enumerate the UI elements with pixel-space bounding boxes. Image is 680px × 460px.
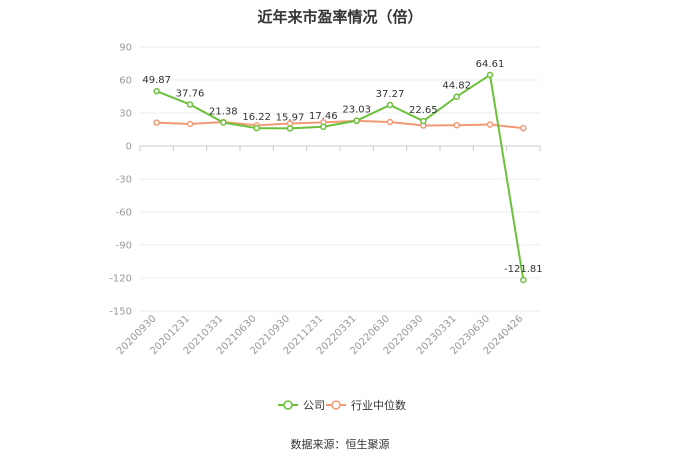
y-tick-label: -150 <box>109 307 132 318</box>
legend: 公司 行业中位数 <box>278 398 406 412</box>
data-source: 数据来源：恒生聚源 <box>290 438 390 451</box>
data-label: 64.61 <box>476 59 505 70</box>
y-tick-label: -60 <box>116 208 132 219</box>
data-label: 16.22 <box>242 112 271 123</box>
y-tick-label: 0 <box>126 142 132 153</box>
y-tick-label: 30 <box>119 109 132 120</box>
data-point <box>220 119 227 126</box>
data-point <box>486 121 494 128</box>
data-label: 17.46 <box>309 111 338 122</box>
data-point <box>186 101 194 108</box>
data-point <box>486 71 494 79</box>
data-point <box>386 118 394 126</box>
legend-swatch-marker <box>331 400 341 410</box>
legend-label[interactable]: 公司 <box>303 399 325 412</box>
data-label: 22.65 <box>409 105 438 116</box>
data-point <box>253 124 260 132</box>
y-tick-label: 90 <box>119 43 132 54</box>
series-line <box>156 119 524 130</box>
data-label: 37.76 <box>176 88 205 99</box>
y-tick-label: -90 <box>116 241 132 252</box>
data-label: 37.27 <box>376 89 405 100</box>
grid-lines <box>140 46 540 312</box>
data-point <box>453 121 460 129</box>
data-point <box>320 123 327 131</box>
data-point <box>186 120 194 128</box>
legend-swatch-marker <box>283 400 293 410</box>
data-point <box>153 87 160 95</box>
data-label: 44.82 <box>442 81 471 92</box>
y-tick-label: -120 <box>109 274 132 285</box>
y-axis-ticks: 90 60 30 0 -30 -60 -90 -120 -150 <box>109 43 132 318</box>
y-tick-label: -30 <box>116 175 132 186</box>
data-label: 23.03 <box>342 105 371 116</box>
data-label: -121.81 <box>504 264 543 275</box>
data-point <box>420 117 427 125</box>
data-point <box>353 117 360 124</box>
y-tick-label: 60 <box>119 76 132 87</box>
data-point <box>386 101 394 109</box>
data-label: 49.87 <box>142 75 171 86</box>
legend-label[interactable]: 行业中位数 <box>351 398 406 412</box>
chart-title: 近年来市盈率情况（倍） <box>257 8 423 26</box>
series-line <box>156 73 525 281</box>
data-point <box>286 125 294 132</box>
data-point <box>153 119 160 126</box>
data-labels: 49.87 37.76 21.38 16.22 15.97 17.46 23.03 37.27… <box>142 59 542 275</box>
series-lines <box>153 71 527 284</box>
data-label: 15.97 <box>276 112 305 123</box>
data-point <box>453 93 460 100</box>
data-point <box>520 276 527 284</box>
data-label: 21.38 <box>209 106 238 117</box>
data-point <box>520 124 527 132</box>
x-axis: 2020093020201231202103312021063020210930… <box>115 146 541 357</box>
